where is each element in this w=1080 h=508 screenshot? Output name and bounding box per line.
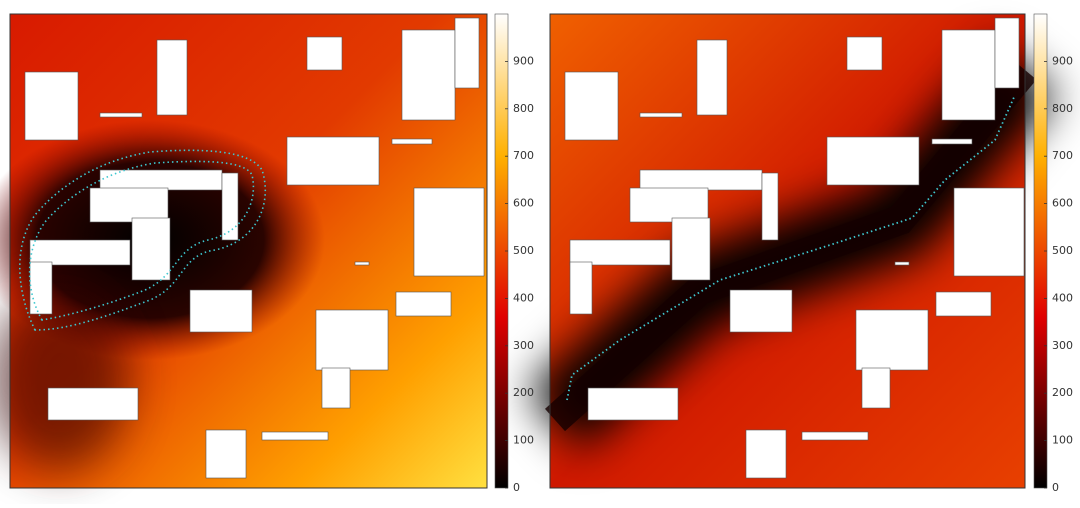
colorbar-tick-label: 400 [513,291,534,304]
panel-right [528,13,1056,489]
colorbar-tick-label: 700 [513,149,534,162]
colorbar-tick-label: 900 [1052,54,1073,67]
colorbar-tick-label: 600 [1052,197,1073,210]
colorbar-tick-label: 100 [513,434,534,447]
colorbar-tick-label: 200 [1052,386,1073,399]
colorbar-tick-label: 200 [513,386,534,399]
colorbars: 0 100 200 300 400 500 600 700 800 900 0 100 200 300 40… [494,13,1073,494]
colorbar-tick-label: 300 [1052,339,1073,352]
route-path [566,94,1016,401]
colorbar-tick-label: 0 [513,481,520,494]
colorbar-tick-label: 700 [1052,149,1073,162]
colorbar-tick-label: 800 [513,102,534,115]
colorbar-tick-label: 500 [1052,244,1073,257]
colorbar-tick-label: 900 [513,54,534,67]
colorbar-tick-label: 100 [1052,434,1073,447]
colorbar-tick-label: 0 [1052,481,1059,494]
colorbar-tick-label: 500 [513,244,534,257]
plot-frame [9,13,488,489]
route-path [28,160,255,321]
panel-left [0,13,488,489]
colorbar-tick-label: 300 [513,339,534,352]
heat-low-region [544,60,1037,432]
heat-low-region [0,290,130,470]
colorbar-tick-label: 600 [513,197,534,210]
plot-frame [549,13,1026,489]
colorbar-tick-label: 400 [1052,291,1073,304]
colorbar-tick-label: 800 [1052,102,1073,115]
